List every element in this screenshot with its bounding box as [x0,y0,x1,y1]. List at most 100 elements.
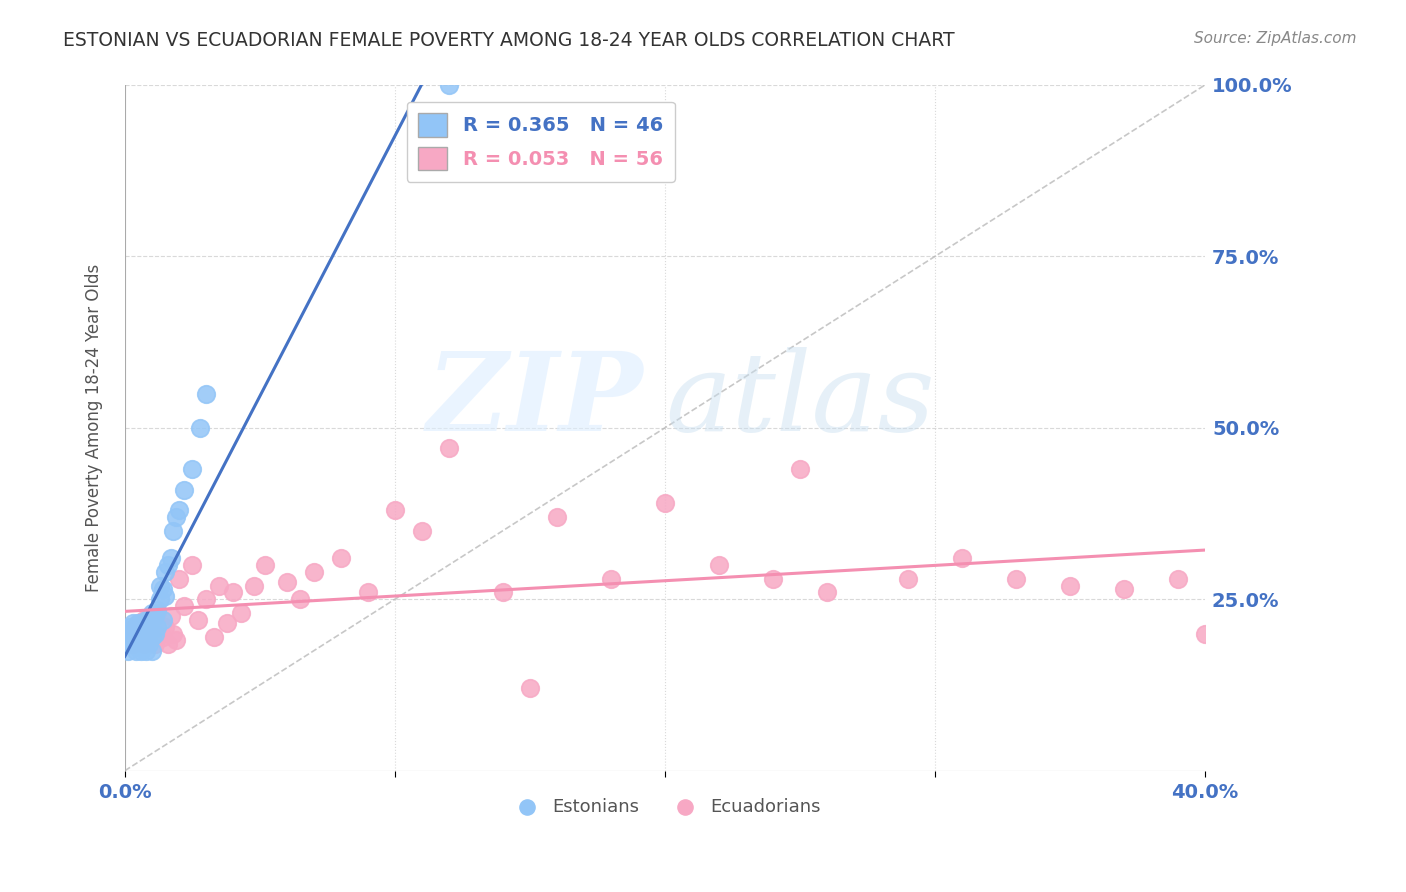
Point [384,503,406,517]
Point [546,510,568,524]
Point [143,609,166,624]
Point [122,637,145,651]
Point [202,630,225,644]
Point [138,616,160,631]
Point [155,565,177,579]
Point [149,578,172,592]
Point [127,616,149,631]
Point [181,558,204,572]
Point [789,462,811,476]
Point [120,623,142,637]
Y-axis label: Female Poverty Among 18-24 Year Olds: Female Poverty Among 18-24 Year Olds [86,264,103,592]
Point [157,558,180,572]
Point [146,602,169,616]
Point [122,637,145,651]
Point [157,637,180,651]
Point [411,524,433,538]
Point [159,609,181,624]
Point [194,592,217,607]
Point [120,620,142,634]
Point [155,620,177,634]
Point [146,606,169,620]
Text: Source: ZipAtlas.com: Source: ZipAtlas.com [1194,31,1357,46]
Point [194,386,217,401]
Point [1005,572,1028,586]
Point [141,643,163,657]
Point [141,616,163,631]
Point [141,606,163,620]
Point [1167,572,1189,586]
Point [165,633,187,648]
Point [276,575,298,590]
Point [329,551,352,566]
Point [167,572,190,586]
Point [357,585,380,599]
Point [152,630,174,644]
Point [117,630,139,644]
Point [132,613,155,627]
Point [254,558,277,572]
Point [162,626,184,640]
Point [132,637,155,651]
Point [437,78,460,92]
Point [155,589,177,603]
Point [217,616,239,631]
Point [290,592,312,607]
Point [124,643,146,657]
Text: atlas: atlas [665,347,935,454]
Point [162,524,184,538]
Point [149,626,172,640]
Point [127,616,149,631]
Point [143,637,166,651]
Point [190,421,212,435]
Point [159,551,181,566]
Point [173,483,195,497]
Point [129,630,152,644]
Point [129,643,152,657]
Point [141,630,163,644]
Point [1059,578,1081,592]
Point [167,503,190,517]
Point [492,585,515,599]
Point [138,637,160,651]
Point [208,578,231,592]
Point [222,585,245,599]
Point [762,572,785,586]
Point [173,599,195,613]
Point [1112,582,1135,596]
Point [132,637,155,651]
Point [187,613,209,627]
Point [129,616,152,631]
Point [600,572,623,586]
Legend: Estonians, Ecuadorians: Estonians, Ecuadorians [502,791,828,823]
Point [129,626,152,640]
Point [229,606,252,620]
Point [243,578,266,592]
Point [135,613,157,627]
Point [124,633,146,648]
Point [181,462,204,476]
Point [117,643,139,657]
Point [146,620,169,634]
Point [519,681,541,696]
Text: ZIP: ZIP [426,347,644,454]
Point [302,565,325,579]
Text: ESTONIAN VS ECUADORIAN FEMALE POVERTY AMONG 18-24 YEAR OLDS CORRELATION CHART: ESTONIAN VS ECUADORIAN FEMALE POVERTY AM… [63,31,955,50]
Point [138,623,160,637]
Point [132,620,155,634]
Point [127,630,149,644]
Point [124,620,146,634]
Point [143,626,166,640]
Point [135,630,157,644]
Point [152,582,174,596]
Point [897,572,920,586]
Point [950,551,973,566]
Point [815,585,838,599]
Point [149,592,172,607]
Point [165,510,187,524]
Point [122,616,145,631]
Point [120,626,142,640]
Point [152,613,174,627]
Point [135,630,157,644]
Point [127,640,149,655]
